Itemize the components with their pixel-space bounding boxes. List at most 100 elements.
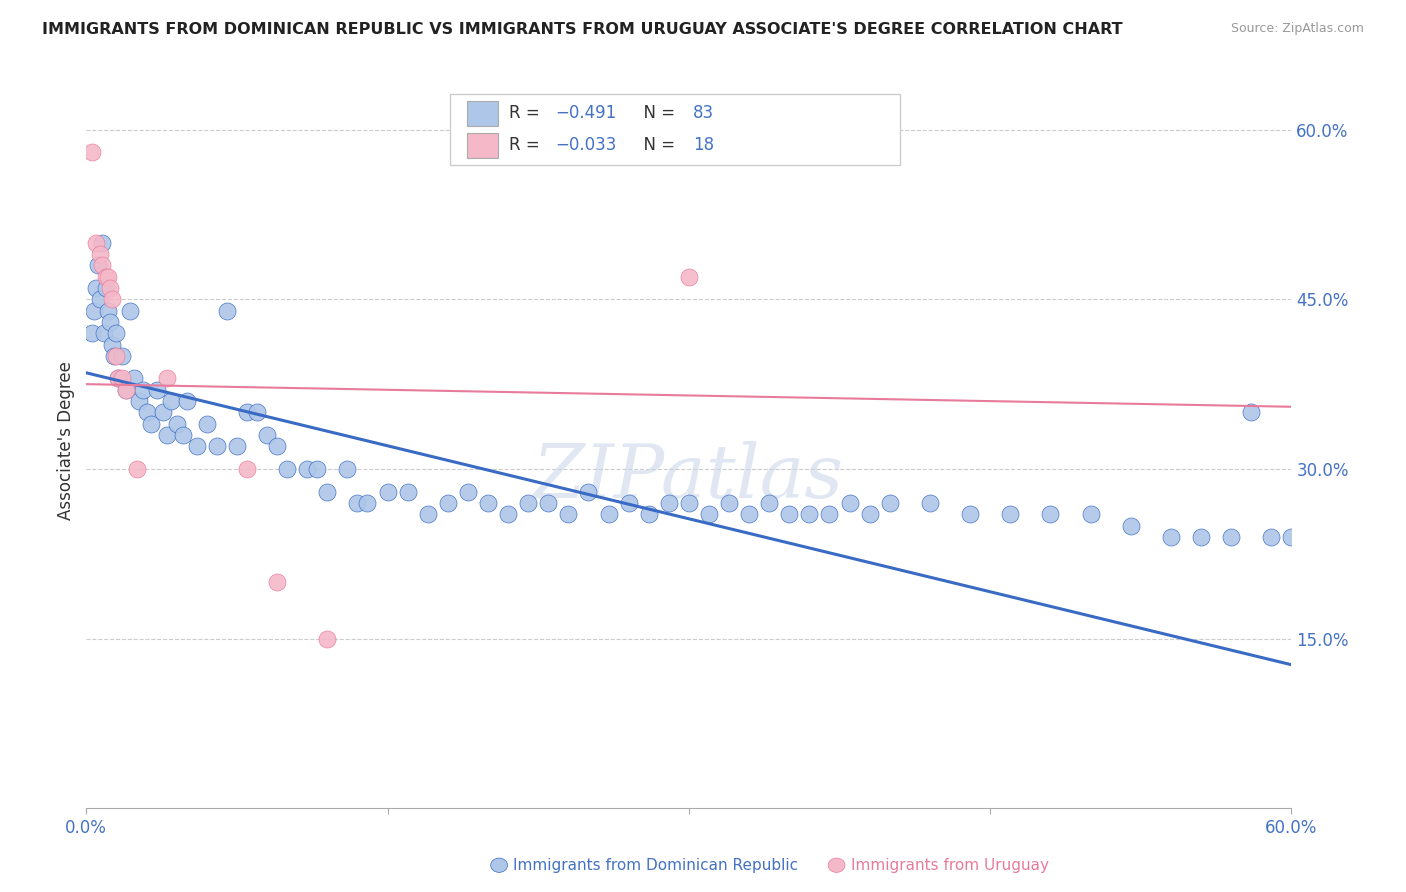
Point [697, 508, 720, 522]
Point [346, 496, 368, 510]
Point [678, 496, 700, 510]
Point [226, 439, 249, 453]
Text: R =: R = [509, 136, 546, 154]
Point [818, 508, 841, 522]
Point [205, 439, 228, 453]
Point [111, 371, 134, 385]
Text: Source: ZipAtlas.com: Source: ZipAtlas.com [1230, 22, 1364, 36]
Point [637, 508, 659, 522]
Point [131, 383, 153, 397]
Point [517, 496, 540, 510]
Point [91, 258, 114, 272]
Point [83, 303, 105, 318]
Y-axis label: Associate's Degree: Associate's Degree [58, 361, 75, 520]
Text: Immigrants from Dominican Republic: Immigrants from Dominican Republic [513, 858, 799, 872]
Point [658, 496, 681, 510]
Point [101, 337, 124, 351]
Point [1160, 530, 1182, 544]
Point [152, 405, 174, 419]
Point [159, 394, 181, 409]
Point [100, 315, 122, 329]
Point [86, 235, 108, 250]
Point [82, 326, 104, 341]
Point [82, 145, 104, 160]
Point [236, 462, 259, 476]
Point [678, 269, 700, 284]
Point [859, 508, 882, 522]
Text: ZIPatlas: ZIPatlas [533, 442, 845, 514]
Point [959, 508, 981, 522]
Point [557, 508, 579, 522]
Point [297, 462, 319, 476]
Point [139, 417, 162, 431]
Text: R =: R = [509, 104, 546, 122]
Point [1189, 530, 1212, 544]
Point [103, 349, 125, 363]
Point [1281, 530, 1303, 544]
Point [215, 303, 238, 318]
Point [100, 281, 122, 295]
Point [1080, 508, 1102, 522]
Point [97, 303, 120, 318]
Point [1119, 518, 1142, 533]
Point [91, 235, 114, 250]
Point [87, 258, 110, 272]
Text: N =: N = [633, 136, 681, 154]
Text: 83: 83 [693, 104, 714, 122]
Point [778, 508, 800, 522]
Point [135, 405, 157, 419]
Point [93, 326, 115, 341]
Point [97, 269, 120, 284]
Point [107, 371, 129, 385]
Point [195, 417, 218, 431]
Point [266, 575, 288, 590]
Point [1240, 405, 1263, 419]
Point [166, 417, 188, 431]
Point [477, 496, 499, 510]
Point [879, 496, 901, 510]
Point [316, 484, 339, 499]
Point [356, 496, 378, 510]
Point [1000, 508, 1022, 522]
Point [918, 496, 941, 510]
Text: 18: 18 [693, 136, 714, 154]
Point [377, 484, 399, 499]
Point [156, 428, 179, 442]
Text: −0.491: −0.491 [555, 104, 617, 122]
Point [437, 496, 460, 510]
Point [246, 405, 269, 419]
Point [111, 349, 134, 363]
Text: −0.033: −0.033 [555, 136, 617, 154]
Point [256, 428, 278, 442]
Point [89, 247, 111, 261]
Point [172, 428, 194, 442]
Point [457, 484, 479, 499]
Point [124, 371, 146, 385]
Point [396, 484, 419, 499]
Point [96, 281, 118, 295]
Point [115, 383, 138, 397]
Point [120, 303, 142, 318]
Text: IMMIGRANTS FROM DOMINICAN REPUBLIC VS IMMIGRANTS FROM URUGUAY ASSOCIATE'S DEGREE: IMMIGRANTS FROM DOMINICAN REPUBLIC VS IM… [42, 22, 1123, 37]
Point [307, 462, 329, 476]
Point [276, 462, 298, 476]
Point [125, 462, 148, 476]
Point [336, 462, 359, 476]
Point [537, 496, 560, 510]
Point [738, 508, 761, 522]
Point [96, 269, 118, 284]
Point [1220, 530, 1243, 544]
Point [156, 371, 179, 385]
Point [236, 405, 259, 419]
Point [598, 508, 620, 522]
Point [718, 496, 741, 510]
Point [89, 293, 111, 307]
Point [86, 281, 108, 295]
Point [145, 383, 167, 397]
Point [416, 508, 439, 522]
Point [799, 508, 821, 522]
Text: N =: N = [633, 104, 681, 122]
Point [1039, 508, 1062, 522]
Point [1260, 530, 1282, 544]
Point [105, 349, 128, 363]
